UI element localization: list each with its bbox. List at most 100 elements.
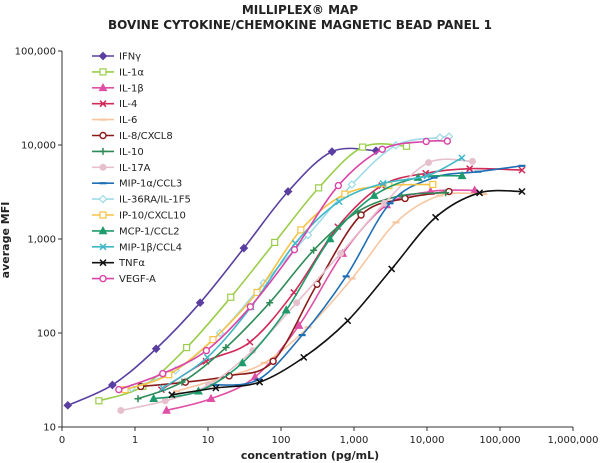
data-point-ip-10-cxcl10	[429, 180, 437, 189]
series-mip-1-ccl4	[159, 154, 466, 392]
legend-item-il-17a: IL-17A	[92, 163, 151, 174]
x-axis-label: concentration (pg/mL)	[241, 449, 379, 462]
legend-swatch-marker	[99, 259, 107, 267]
legend-swatch-marker	[99, 211, 107, 219]
y-tick-label: 100	[37, 329, 56, 340]
legend-label: TNFα	[118, 258, 145, 269]
data-point-mip-1-ccl4	[159, 384, 167, 392]
legend-swatch-marker	[99, 274, 107, 283]
series-line-mip-1-ccl3	[213, 165, 523, 386]
series-tnf	[168, 187, 526, 399]
data-point-il-17a	[425, 159, 433, 167]
legend-label: IL-1β	[119, 83, 144, 94]
legend-swatch-marker	[99, 243, 107, 251]
legend-label: IL-4	[119, 99, 137, 110]
data-point-vegf-a	[378, 145, 386, 154]
data-point-mcp-1-ccl2	[281, 305, 291, 314]
data-point-tnf	[212, 384, 220, 392]
series-line-ifn	[67, 147, 376, 407]
data-point-tnf	[476, 189, 484, 197]
data-point-ifn	[151, 344, 161, 354]
data-point-tnf	[518, 187, 526, 196]
legend-label: MCP-1/CCL2	[119, 226, 180, 237]
data-point-il-36ra-il-1f5	[435, 133, 445, 142]
series-line-il-1	[166, 189, 475, 412]
data-point-il-36ra-il-1f5	[347, 180, 357, 189]
legend-label: VEGF-A	[119, 274, 156, 285]
x-tick-label: 100	[271, 435, 290, 446]
legend: IFNγ IL-1α IL-1β IL-4 IL-6 IL-8/CXCL8 IL-10 IL-…	[92, 52, 191, 285]
data-point-il-10	[266, 299, 274, 307]
series-vegf-a	[115, 137, 452, 394]
data-point-il-8-cxcl8	[445, 187, 453, 196]
data-point-il-10	[222, 344, 230, 352]
data-point-il-10	[178, 378, 186, 386]
data-point-vegf-a	[202, 346, 211, 355]
legend-swatch-marker	[99, 147, 107, 155]
legend-label: IL-36RA/IL-1F5	[119, 195, 191, 206]
data-point-tnf	[388, 265, 396, 273]
legend-label: IL-1α	[119, 67, 144, 78]
data-point-vegf-a	[115, 385, 123, 394]
tick-labels: 0 1 10 100 1,000 10,000 100,000 1,000,000 10 100 1…	[15, 47, 599, 447]
series-il-36ra-il-1f5	[127, 132, 454, 393]
legend-item-il-10: IL-10	[92, 147, 144, 158]
data-point-ifn	[283, 187, 293, 196]
data-point-tnf	[432, 213, 440, 221]
data-point-il-8-cxcl8	[357, 211, 365, 219]
legend-item-tnf: TNFα	[92, 258, 145, 269]
data-point-ifn	[327, 147, 337, 156]
data-point-ip-10-cxcl10	[209, 336, 217, 344]
series-line-ip-10-cxcl10	[124, 183, 433, 391]
data-point-il-8-cxcl8	[269, 357, 277, 365]
legend-item-mip-1-ccl4: MIP-1β/CCL4	[92, 242, 182, 253]
series-layer	[63, 132, 526, 414]
data-point-tnf	[300, 353, 308, 361]
data-point-il-10	[442, 189, 450, 197]
legend-label: MIP-1α/CCL3	[119, 179, 182, 190]
x-tick-label: 100,000	[479, 435, 520, 446]
legend-swatch-marker	[99, 100, 107, 108]
data-point-tnf	[168, 391, 176, 399]
x-tick-label: 1	[132, 435, 138, 446]
data-point-mip-1-ccl4	[335, 198, 343, 206]
data-point-il-4	[518, 166, 526, 174]
legend-swatch-marker	[99, 131, 107, 140]
data-point-il-8-cxcl8	[401, 194, 409, 203]
x-tick-label: 10,000	[410, 435, 445, 446]
x-tick-label: 1,000,000	[548, 435, 599, 446]
data-point-il-1	[227, 293, 235, 301]
y-tick-label: 100,000	[15, 47, 56, 58]
data-point-il-1	[206, 393, 216, 403]
x-tick-label: 10	[202, 435, 215, 446]
legend-item-il-8-cxcl8: IL-8/CXCL8	[92, 131, 173, 142]
legend-item-il-1: IL-1β	[92, 82, 144, 94]
legend-item-ifn: IFNγ	[92, 52, 141, 63]
data-point-il-17a	[161, 397, 169, 405]
data-point-mcp-1-ccl2	[369, 190, 379, 199]
data-point-il-1	[294, 320, 304, 329]
legend-item-mip-1-ccl3: MIP-1α/CCL3	[92, 179, 182, 190]
data-point-mip-1-ccl4	[458, 154, 466, 162]
data-point-il-1	[271, 238, 279, 247]
series-mip-1-ccl3	[210, 164, 526, 387]
data-point-il-1	[95, 397, 103, 405]
data-point-mcp-1-ccl2	[325, 234, 335, 243]
legend-label: MIP-1β/CCL4	[119, 242, 182, 253]
y-axis-label: average MFI	[0, 202, 12, 279]
data-point-vegf-a	[422, 137, 430, 146]
data-point-il-1	[315, 184, 323, 192]
data-point-ip-10-cxcl10	[253, 288, 261, 297]
legend-item-mcp-1-ccl2: MCP-1/CCL2	[92, 226, 180, 237]
data-point-vegf-a	[159, 369, 167, 378]
data-point-ifn	[195, 298, 205, 308]
legend-swatch-marker	[98, 51, 108, 61]
data-point-ifn	[63, 400, 73, 410]
data-point-ifn	[108, 380, 117, 390]
legend-label: IL-10	[119, 147, 144, 158]
y-tick-label: 1,000	[27, 235, 56, 246]
data-point-ip-10-cxcl10	[297, 226, 305, 234]
data-point-il-1	[358, 143, 367, 151]
data-point-il-17a	[337, 250, 345, 258]
